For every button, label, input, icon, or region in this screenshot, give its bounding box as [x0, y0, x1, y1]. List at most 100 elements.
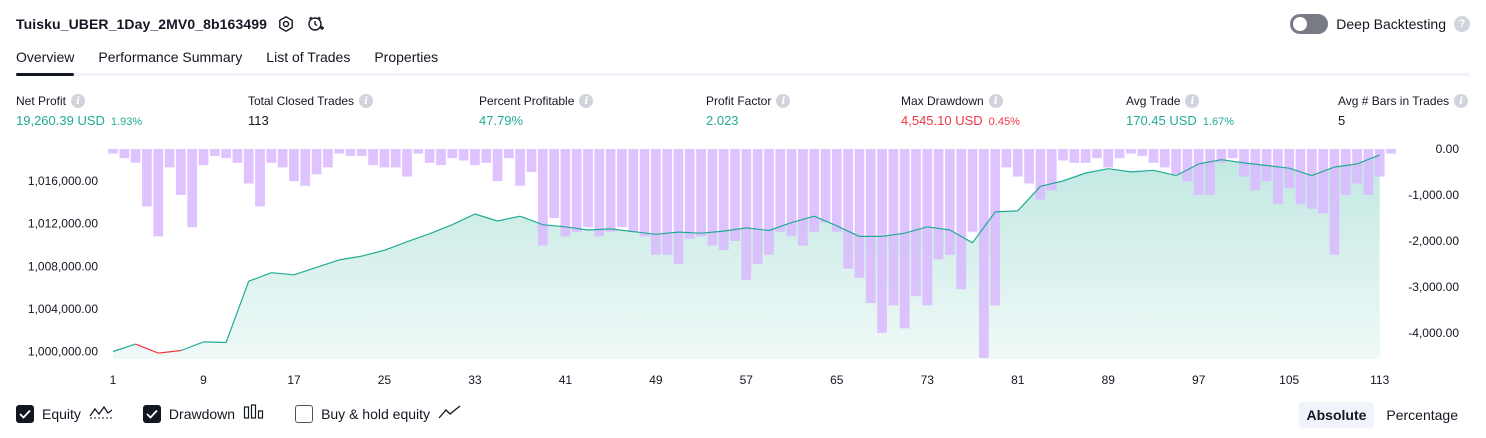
legend-equity[interactable]: Equity — [16, 404, 113, 425]
stat-label: Avg # Bars in Trades — [1338, 94, 1450, 108]
info-icon[interactable]: i — [359, 94, 374, 108]
drawdown-bar — [1103, 149, 1114, 168]
info-icon[interactable]: i — [1185, 94, 1200, 108]
drawdown-bar — [492, 149, 503, 182]
deep-backtesting-toggle[interactable] — [1290, 14, 1329, 34]
drawdown-bar — [334, 149, 345, 154]
drawdown-bar — [933, 149, 944, 260]
right-axis-tick-label: -4,000.00 — [1408, 326, 1459, 340]
drawdown-bar — [289, 149, 299, 182]
drawdown-bar — [888, 149, 899, 306]
buy-hold-checkbox[interactable] — [295, 405, 314, 423]
drawdown-bar — [187, 149, 198, 228]
x-axis-tick-label: 57 — [740, 373, 754, 387]
mode-percentage-button[interactable]: Percentage — [1386, 407, 1458, 423]
stat-value: 5 — [1338, 113, 1346, 128]
drawdown-bar — [130, 149, 141, 163]
drawdown-bar — [571, 149, 582, 232]
equity-line-segment — [135, 343, 159, 354]
drawdown-bar — [843, 149, 853, 269]
drawdown-bar — [1114, 149, 1125, 159]
equity-line-segment — [949, 229, 973, 244]
drawdown-bar — [413, 149, 424, 154]
legend-drawdown[interactable]: Drawdown — [142, 403, 265, 425]
drawdown-bar — [684, 149, 695, 239]
help-icon[interactable]: ? — [1454, 16, 1470, 32]
stat-label: Total Closed Trades — [248, 94, 355, 108]
mode-absolute-button[interactable]: Absolute — [1298, 402, 1375, 428]
stat-max-drawdown: Max Drawdown i 4,545.10 USD 0.45% — [901, 93, 1020, 128]
drawdown-bar — [470, 149, 480, 166]
equity-line-segment — [519, 215, 544, 226]
drawdown-checkbox[interactable] — [142, 405, 161, 423]
drawdown-bar — [1205, 149, 1215, 195]
stat-avg-trade: Avg Trade i 170.45 USD 1.67% — [1126, 93, 1234, 128]
drawdown-bar — [176, 149, 186, 195]
info-icon[interactable]: i — [988, 94, 1003, 108]
drawdown-bar — [108, 149, 118, 154]
stat-label: Profit Factor — [706, 94, 772, 108]
drawdown-bar — [424, 149, 435, 163]
x-axis-tick-label: 105 — [1279, 373, 1299, 387]
equity-line-segment — [271, 272, 295, 276]
drawdown-bar — [978, 149, 989, 358]
equity-line-segment — [361, 249, 385, 257]
equity-line-segment — [316, 259, 340, 268]
info-icon[interactable]: i — [776, 94, 791, 108]
x-axis-tick-label: 49 — [649, 373, 663, 387]
equity-line-segment — [1108, 168, 1131, 173]
drawdown-bar — [1227, 149, 1238, 159]
drawdown-bar — [865, 149, 876, 304]
settings-gear-icon[interactable] — [275, 13, 297, 35]
stat-total-closed-trades: Total Closed Trades i 113 — [248, 93, 374, 128]
equity-line-segment — [1356, 154, 1380, 165]
equity-line-segment — [633, 231, 656, 235]
left-axis-tick-label: 1,000,000.00 — [28, 345, 98, 359]
right-axis-tick-label: -1,000.00 — [1408, 188, 1459, 202]
drawdown-bar — [1137, 149, 1148, 156]
info-icon[interactable]: i — [1454, 94, 1469, 108]
tab-overview[interactable]: Overview — [16, 46, 75, 76]
equity-line-segment — [655, 231, 679, 235]
add-alert-clock-icon[interactable] — [305, 13, 327, 35]
drawdown-bar — [549, 149, 559, 218]
x-axis-tick-label: 89 — [1102, 373, 1116, 387]
equity-line-segment — [1334, 163, 1358, 168]
tab-properties[interactable]: Properties — [374, 49, 439, 65]
equity-line-segment — [1175, 163, 1199, 177]
stat-value: 170.45 USD — [1126, 113, 1197, 128]
tab-performance-summary[interactable]: Performance Summary — [98, 49, 243, 65]
stat-value: 47.79% — [479, 113, 524, 128]
equity-line-segment — [180, 341, 204, 352]
stat-label: Net Profit — [16, 94, 67, 108]
right-axis-tick-label: -3,000.00 — [1408, 280, 1459, 294]
stat-label: Avg Trade — [1126, 94, 1181, 108]
drawdown-bar — [798, 149, 808, 246]
drawdown-bar — [1318, 149, 1329, 214]
drawdown-bar — [311, 149, 322, 175]
tab-list-of-trades[interactable]: List of Trades — [266, 49, 351, 65]
info-icon[interactable]: i — [579, 94, 594, 108]
x-axis-tick-label: 65 — [830, 373, 844, 387]
strategy-title: Tuisku_UBER_1Day_2MV0_8b163499 — [16, 16, 267, 32]
legend-buy-hold-equity[interactable]: Buy & hold equity — [295, 404, 462, 425]
drawdown-bar — [1126, 149, 1136, 154]
equity-checkbox[interactable] — [16, 405, 34, 423]
chart-legend: Equity Drawdown Buy & hold equity — [16, 403, 492, 425]
drawdown-bar — [153, 149, 164, 237]
left-axis-tick-label: 1,004,000.00 — [28, 302, 98, 316]
drawdown-bar — [1295, 149, 1306, 205]
drawdown-bar — [617, 149, 627, 228]
drawdown-bar — [820, 149, 831, 223]
info-icon[interactable]: i — [71, 94, 86, 108]
drawdown-bar — [594, 149, 605, 237]
legend-label: Equity — [42, 406, 81, 422]
equity-line-segment — [1243, 162, 1267, 167]
stat-profit-factor: Profit Factor i 2.023 — [706, 93, 791, 128]
right-axis-tick-label: 0.00 — [1436, 142, 1460, 156]
drawdown-bar — [1092, 149, 1102, 159]
drawdown-bar — [1024, 149, 1034, 184]
x-axis-tick-label: 17 — [287, 373, 301, 387]
drawdown-bar — [831, 149, 842, 232]
drawdown-bar — [277, 149, 288, 168]
